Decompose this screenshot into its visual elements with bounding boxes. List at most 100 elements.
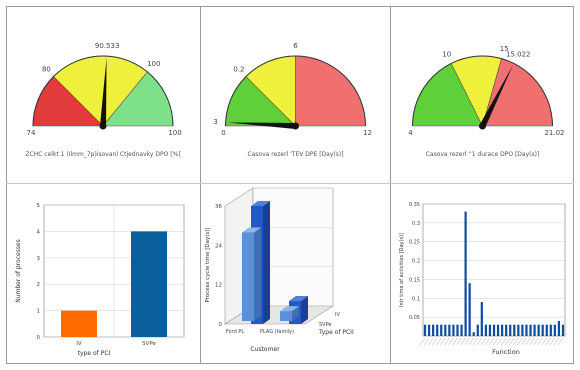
y-axis-label: Process cycle time [Day(s)] <box>205 227 211 302</box>
gauge-caption: Casova rezerl ''1 durace DPO [Day(s)] <box>426 151 540 158</box>
y-tick-label: 0.1 <box>412 296 420 302</box>
x-tick-mark <box>431 337 438 346</box>
bar-function-18 <box>492 324 496 336</box>
x-tick-mark <box>533 337 539 346</box>
bar-plag-family--iv <box>280 311 292 321</box>
x-tick-mark <box>456 337 462 346</box>
bar-function-27 <box>529 324 532 336</box>
gauge-caption: Casova rezerl 'TEV DPE [Day(s)] <box>247 151 343 158</box>
x-tick-mark <box>517 337 523 346</box>
gauge-pivot <box>292 122 299 130</box>
x-tick-mark <box>496 337 503 346</box>
bar-function-6 <box>444 324 447 336</box>
x-tick-mark <box>549 337 556 346</box>
bar-function-23 <box>513 324 516 336</box>
y-tick-label: 12 <box>215 283 222 289</box>
z-tick-label: IV <box>335 312 340 318</box>
y-tick-label: 0 <box>37 335 41 341</box>
bar-function-26 <box>525 324 528 336</box>
x-tick-mark <box>541 337 547 346</box>
x-tick-mark <box>504 337 511 346</box>
y-tick-label: 1 <box>37 309 41 315</box>
x-tick-mark <box>521 337 527 346</box>
y-tick-label: 3 <box>37 256 41 262</box>
gauge-tick-label: 90.533 <box>95 42 120 50</box>
plot-area <box>422 203 566 337</box>
bar-function-4 <box>436 324 439 336</box>
bar-function-33 <box>553 324 556 336</box>
bar-function-15 <box>480 302 483 336</box>
bar-side <box>263 201 270 324</box>
gauge-outline <box>32 55 174 127</box>
gauge-needle <box>479 65 513 128</box>
chart-panel-cycle-time-3d[interactable]: 0 12 24 36 Ford PL PLAG (family) Customer IVSVP… <box>201 184 390 364</box>
bar-top <box>280 306 299 312</box>
x-axis-label: type of PCI <box>78 350 111 357</box>
x-tick-mark <box>553 337 560 346</box>
bar-iv <box>61 310 97 337</box>
x-tick-mark <box>545 337 552 346</box>
x-tick-mark <box>509 337 515 346</box>
y-tick-label: 0 <box>219 322 223 328</box>
bar-function-21 <box>505 324 508 336</box>
x-axis-label: Function <box>492 348 520 356</box>
bar-function-24 <box>517 324 520 336</box>
bar-function-22 <box>509 324 512 336</box>
gauge-tick-label: 15.022 <box>506 50 531 58</box>
y-tick-label: 24 <box>215 243 222 249</box>
bar-function-30 <box>541 324 544 336</box>
gauge-outline <box>225 55 366 127</box>
gauge-tick-label: 80 <box>42 65 51 73</box>
x-tick-mark <box>436 337 442 346</box>
gauge-min-label: 0 <box>221 129 225 137</box>
x-tick-mark <box>513 337 519 346</box>
panel-divider-1 <box>200 6 201 364</box>
gauge-caption: ZCHC celkt 1 (Ilmm_7p)isovanl Ctjednavky… <box>25 151 180 158</box>
bar-side <box>301 296 308 324</box>
gauge-tick-label: 6 <box>293 42 298 50</box>
bar-function-5 <box>440 324 443 336</box>
y-tick-label: 5 <box>37 203 41 209</box>
chart-panel-process-count[interactable]: 0 1 2 3 4 5 IV SVPe type of PCI Number of process… <box>6 184 200 364</box>
x-tick-mark <box>537 337 543 346</box>
y-tick-label: 0.2 <box>412 259 420 265</box>
bar-function-28 <box>533 324 536 336</box>
bar-top <box>242 227 261 233</box>
bar-function-16 <box>484 324 488 336</box>
gauge-panel-completion[interactable]: 80 90.533 100 74 100 ZCHC celkt 1 (Ilmm_7p)is… <box>6 6 200 183</box>
bar-function-31 <box>545 324 548 336</box>
x-tick-mark <box>423 337 430 346</box>
gauge-max-label: 21.02 <box>544 129 564 137</box>
bar-ford-pl-iv <box>242 232 254 321</box>
bar-side <box>254 227 261 321</box>
bar-function-20 <box>500 324 504 336</box>
x-tick-mark <box>468 337 474 346</box>
gauge-panel-time-reserve[interactable]: 0.2 3 6 0 12 Casova rezerl 'TEV DPE [Day(s)] <box>201 6 390 183</box>
bar-function-7 <box>448 324 451 336</box>
bar-function-2 <box>427 324 431 336</box>
bar-function-13 <box>472 332 475 336</box>
gauge-tick-label: 3 <box>213 118 217 126</box>
panel-divider-2 <box>390 6 391 364</box>
y-tick-label: 0.35 <box>409 202 420 208</box>
x-tick-mark <box>472 337 479 346</box>
x-tick-mark <box>529 337 535 346</box>
row-divider <box>6 183 574 184</box>
bar-function-25 <box>521 324 524 336</box>
gauge-tick-label: 15 <box>500 45 509 53</box>
gauge-tick-label: 100 <box>147 60 160 68</box>
x-tick-label: SVPe <box>142 341 156 347</box>
bar-function-32 <box>549 324 552 336</box>
x-tick-mark <box>525 337 531 346</box>
chart-panel-function-time[interactable]: 0.05 0.1 0.15 0.2 0.25 0.3 0.35 Function Intr ti… <box>391 184 574 364</box>
bar-top <box>289 296 308 302</box>
gauge-max-label: 100 <box>168 129 181 137</box>
z-axis-label: Type of PCII <box>318 329 354 336</box>
x-tick-mark <box>476 337 483 346</box>
x-axis-label: Customer <box>250 346 280 353</box>
bar-function-29 <box>537 324 540 336</box>
gauge-tick-label: 10 <box>442 50 451 58</box>
bar-function-35 <box>561 324 565 336</box>
x-tick-mark <box>440 337 446 346</box>
